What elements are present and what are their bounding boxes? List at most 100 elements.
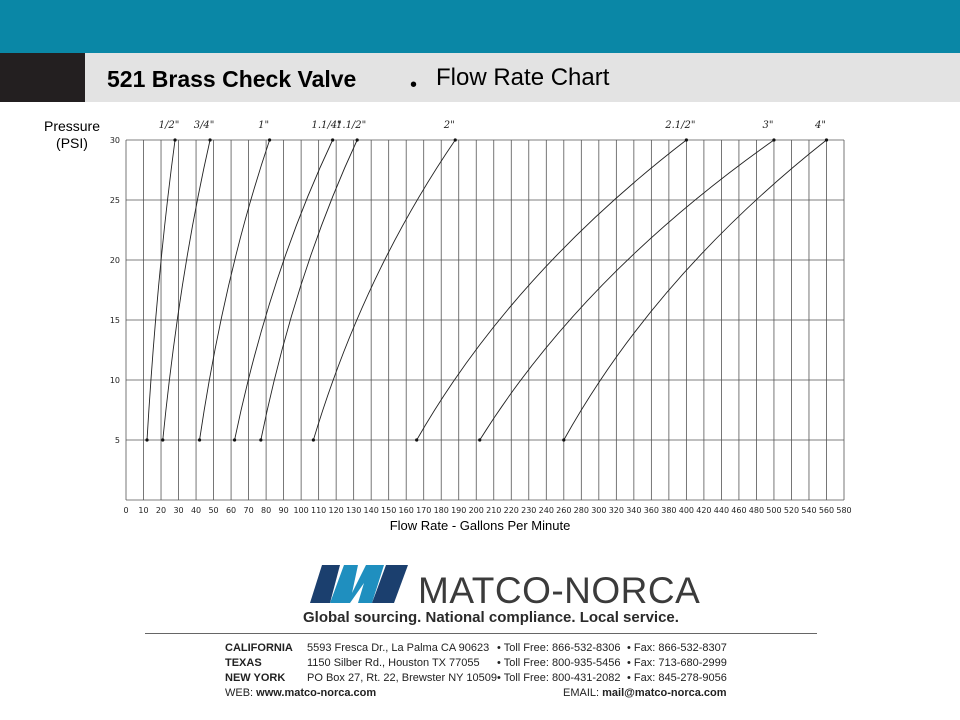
- logo-stroke-1: [310, 565, 340, 603]
- x-tick-label: 340: [626, 506, 641, 515]
- flow-point: [453, 138, 457, 142]
- x-tick-label: 400: [679, 506, 694, 515]
- x-tick-label: 460: [731, 506, 746, 515]
- flow-curve: [199, 139, 271, 441]
- email[interactable]: EMAIL: mail@matco-norca.com: [563, 686, 727, 701]
- x-tick-label: 120: [329, 506, 344, 515]
- top-banner: [0, 0, 960, 53]
- flow-point: [197, 438, 202, 442]
- x-tick-label: 100: [293, 506, 308, 515]
- valve-size-label: 1": [258, 120, 269, 131]
- x-tick-label: 260: [556, 506, 571, 515]
- x-tick-label: 520: [784, 506, 799, 515]
- x-tick-label: 300: [591, 506, 606, 515]
- y-tick-label: 20: [110, 256, 120, 265]
- y-tick-label: 5: [115, 436, 120, 445]
- y-axis-label-line2: (PSI): [56, 135, 88, 151]
- valve-size-label: 1.1/4": [312, 120, 342, 131]
- flow-point: [772, 138, 776, 142]
- x-tick-label: 130: [346, 506, 361, 515]
- valve-size-label: 1/2": [159, 120, 180, 131]
- corner-block: [0, 53, 85, 102]
- x-tick-label: 20: [156, 506, 166, 515]
- x-tick-label: 440: [714, 506, 729, 515]
- valve-size-label: 3/4": [194, 120, 215, 131]
- x-tick-label: 220: [504, 506, 519, 515]
- x-tick-label: 230: [521, 506, 536, 515]
- flow-point: [311, 438, 315, 442]
- x-tick-label: 170: [416, 506, 431, 515]
- flow-point: [268, 138, 272, 142]
- flow-point: [232, 438, 237, 442]
- x-tick-label: 90: [279, 506, 289, 515]
- email-link[interactable]: mail@matco-norca.com: [602, 687, 727, 699]
- office-fax: • Fax: 713-680-2999: [627, 657, 727, 669]
- x-tick-label: 480: [749, 506, 764, 515]
- office-address: 1150 Silber Rd., Houston TX 77055: [307, 657, 480, 669]
- valve-size-label: 4": [814, 120, 826, 131]
- flow-curve: [563, 139, 827, 441]
- x-tick-label: 240: [539, 506, 554, 515]
- x-tick-label: 200: [469, 506, 484, 515]
- website[interactable]: WEB: www.matco-norca.com: [225, 686, 376, 701]
- x-tick-label: 150: [381, 506, 396, 515]
- x-tick-label: 210: [486, 506, 501, 515]
- x-tick-label: 190: [451, 506, 466, 515]
- flow-curve: [416, 139, 687, 441]
- y-axis-label-line1: Pressure: [43, 118, 101, 134]
- logo-stroke-2: [330, 565, 384, 603]
- flow-curve: [479, 139, 775, 441]
- flow-point: [145, 438, 149, 442]
- flow-point: [331, 138, 335, 142]
- flow-point: [562, 438, 566, 442]
- x-tick-label: 380: [661, 506, 676, 515]
- y-tick-label: 15: [110, 316, 120, 325]
- office-fax: • Fax: 845-278-9056: [627, 672, 727, 684]
- office-state: NEW YORK: [225, 672, 286, 684]
- x-tick-label: 280: [574, 506, 589, 515]
- flow-rate-chart: 0 10 20 30 40 50 60 70 80 90 100 110 120 130 140 150 160…: [110, 120, 852, 515]
- office-toll-free: • Toll Free: 866-532-8306: [497, 642, 621, 654]
- x-tick-label: 320: [609, 506, 624, 515]
- valve-size-label: 2": [443, 120, 455, 131]
- web-label: WEB:: [225, 687, 257, 699]
- title-bar: [85, 53, 960, 102]
- title-bullet: •: [410, 74, 418, 96]
- brand-name: MATCO-NORCA: [418, 570, 701, 611]
- flow-point: [415, 438, 419, 442]
- flow-point: [824, 138, 829, 142]
- y-tick-label: 30: [110, 136, 120, 145]
- x-tick-label: 500: [766, 506, 781, 515]
- flow-curve: [312, 139, 456, 441]
- matco-norca-m-logo: [310, 565, 408, 603]
- flow-curve: [146, 139, 176, 441]
- x-tick-label: 560: [819, 506, 834, 515]
- flow-point: [173, 138, 177, 142]
- logo-stroke-3: [372, 565, 408, 603]
- x-tick-label: 0: [123, 506, 128, 515]
- x-tick-label: 40: [191, 506, 201, 515]
- valve-size-label: 3": [762, 120, 773, 131]
- office-address: PO Box 27, Rt. 22, Brewster NY 10509: [307, 672, 497, 684]
- x-tick-label: 60: [226, 506, 236, 515]
- office-toll-free: • Toll Free: 800-935-5456: [497, 657, 621, 669]
- x-axis-label: Flow Rate - Gallons Per Minute: [389, 518, 571, 533]
- web-link[interactable]: www.matco-norca.com: [256, 687, 377, 699]
- page-subtitle: Flow Rate Chart: [436, 64, 610, 91]
- flow-curve: [234, 139, 334, 441]
- x-tick-label: 50: [208, 506, 218, 515]
- brand-tagline: Global sourcing. National compliance. Lo…: [303, 609, 679, 626]
- flow-curve: [162, 139, 211, 441]
- office-address: 5593 Fresca Dr., La Palma CA 90623: [307, 642, 490, 654]
- footer-divider: [145, 633, 817, 634]
- flow-point: [478, 438, 482, 442]
- office-fax: • Fax: 866-532-8307: [627, 642, 727, 654]
- valve-size-label: 1.1/2": [336, 120, 366, 131]
- office-toll-free: • Toll Free: 800-431-2082: [497, 672, 621, 684]
- page-title: 521 Brass Check Valve: [107, 66, 357, 92]
- x-tick-label: 10: [138, 506, 148, 515]
- x-tick-label: 360: [644, 506, 659, 515]
- y-tick-label: 25: [110, 196, 120, 205]
- x-tick-label: 160: [399, 506, 414, 515]
- flow-point: [684, 138, 688, 142]
